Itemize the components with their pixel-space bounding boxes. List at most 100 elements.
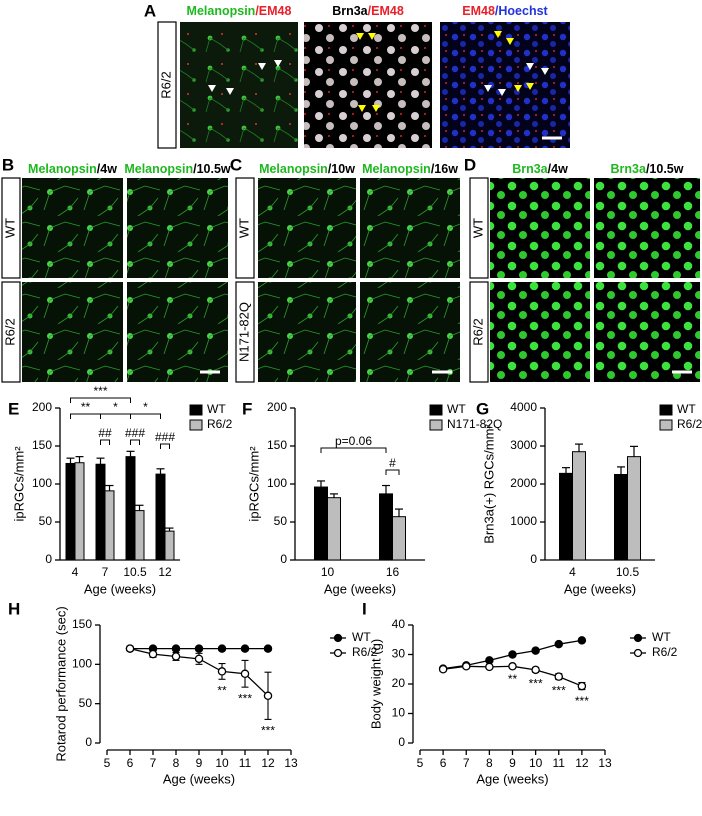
data-point [194, 644, 204, 653]
y-tick-label: 50 [79, 696, 93, 710]
legend-swatch [189, 419, 203, 431]
title-part: Melanopsin [124, 162, 193, 176]
x-tick-label: 6 [127, 756, 134, 770]
x-tick-label: 10 [529, 756, 543, 770]
row-label: R6/2 [470, 318, 485, 345]
micrograph [22, 282, 123, 382]
x-axis-label: Age (weeks) [84, 581, 156, 596]
panel-label: D [464, 155, 476, 174]
significance-label: # [389, 456, 396, 470]
y-tick-label: 100 [267, 476, 287, 490]
arrowhead [258, 63, 266, 70]
significance-bracket [130, 439, 140, 445]
y-tick-label: 0 [280, 552, 287, 566]
legend-label: R6/2 [207, 417, 233, 431]
x-tick-label: 12 [575, 756, 589, 770]
x-tick-label: 5 [417, 756, 424, 770]
title-part: Melanopsin [187, 4, 256, 18]
y-tick-label: 100 [32, 476, 52, 490]
y-axis-label: ipRGCs/mm² [246, 446, 261, 522]
arrowhead [372, 105, 380, 112]
column-title: Melanopsin/10w [259, 162, 355, 176]
data-point [577, 681, 587, 691]
x-tick-label: 7 [150, 756, 157, 770]
y-tick-label: 1000 [510, 514, 537, 528]
legend-swatch [659, 419, 673, 431]
panel-label: F [242, 399, 252, 418]
y-tick-label: 2000 [510, 476, 537, 490]
significance-bracket [100, 413, 131, 419]
y-tick-label: 100 [72, 657, 92, 671]
significance-bracket [130, 413, 161, 419]
bar [104, 490, 115, 561]
legend-swatch [189, 404, 203, 416]
x-tick-label: 10 [215, 756, 229, 770]
legend-label: WT [207, 402, 226, 416]
data-point [554, 639, 564, 649]
x-axis-label: Age (weeks) [324, 581, 396, 596]
y-tick-label: 150 [32, 438, 52, 452]
micrograph [180, 22, 298, 148]
bar [155, 473, 166, 561]
data-point [461, 662, 471, 671]
title-part: /4w [97, 162, 117, 176]
y-tick-label: 3000 [510, 438, 537, 452]
significance-bracket [70, 413, 101, 419]
arrowhead [494, 31, 502, 38]
data-point [171, 652, 181, 661]
micrograph [258, 282, 356, 382]
x-tick-label: 11 [553, 756, 566, 770]
x-tick-label: 10.5 [616, 565, 640, 579]
panel-label: A [144, 1, 156, 20]
micrograph [22, 178, 123, 278]
bar [627, 456, 641, 561]
title-part: EM48 [462, 4, 495, 18]
arrowhead [208, 85, 216, 92]
data-point [485, 662, 494, 672]
micrograph [258, 178, 356, 278]
legend-marker [633, 648, 643, 658]
bar [65, 462, 76, 561]
micrograph [490, 282, 590, 382]
arrowhead [226, 88, 234, 95]
legend-swatch [429, 419, 443, 431]
data-point [240, 644, 250, 653]
row-label-box [1, 177, 21, 279]
data-point [217, 644, 227, 653]
title-part: /Hoechst [495, 4, 549, 18]
micrograph [440, 22, 570, 148]
micrograph [127, 282, 228, 382]
significance-label: p=0.06 [335, 434, 372, 448]
bar [572, 451, 586, 561]
panel-label: I [362, 599, 367, 618]
bar [314, 486, 328, 561]
y-tick-label: 20 [392, 676, 406, 690]
row-label-box [1, 281, 21, 383]
column-title: EM48/Hoechst [462, 4, 548, 18]
legend-label: WT [352, 630, 371, 644]
column-title: Melanopsin/4w [28, 162, 117, 176]
significance-label: *** [552, 684, 566, 698]
row-label-box [235, 281, 255, 383]
data-point [554, 672, 564, 681]
significance-label: ### [155, 430, 175, 444]
data-point [531, 665, 540, 675]
y-tick-label: 150 [72, 617, 92, 631]
significance-label: ** [508, 672, 518, 686]
legend-label: WT [677, 402, 696, 416]
title-part: Melanopsin [28, 162, 97, 176]
significance-bracket [320, 447, 387, 453]
panel-label: B [2, 155, 14, 174]
arrowhead [358, 105, 366, 112]
significance-bracket [70, 397, 131, 403]
row-label-box [469, 177, 489, 279]
y-tick-label: 0 [530, 552, 537, 566]
column-title: Melanopsin/10.5w [124, 162, 231, 176]
x-tick-label: 9 [509, 756, 516, 770]
arrowhead [368, 33, 376, 40]
y-tick-label: 40 [392, 617, 406, 631]
y-tick-label: 150 [267, 438, 287, 452]
data-point [171, 644, 181, 653]
bar [125, 456, 136, 561]
data-point [438, 665, 448, 674]
